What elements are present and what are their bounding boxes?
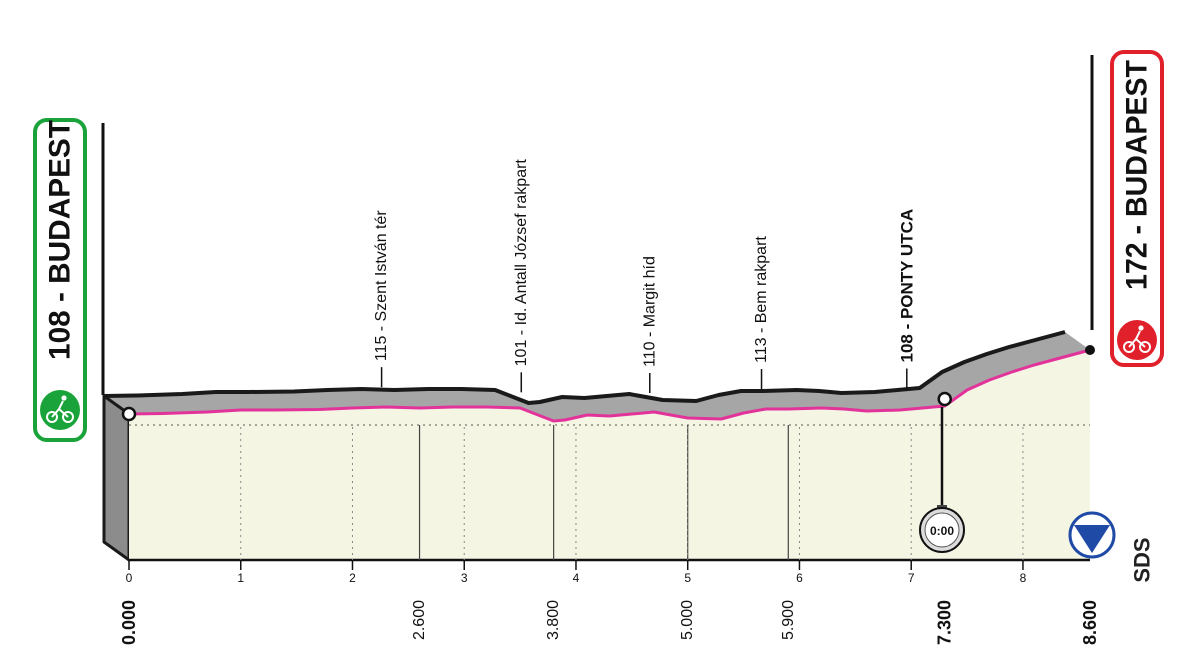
- annotations-layer: 115 - Szent István tér 101 - Id. Antall J…: [373, 159, 916, 393]
- cyclist-icon: [40, 390, 80, 430]
- x-tick-label: 5: [684, 571, 691, 585]
- terrain-layer: [102, 330, 1090, 562]
- finish-city-text: 172 - BUDAPEST: [1121, 60, 1154, 290]
- annotation-label: 113 - Bem rakpart: [753, 236, 770, 363]
- start-dot: [121, 406, 137, 422]
- start-city-text: 108 - BUDAPEST: [44, 120, 77, 360]
- timing-dot: [937, 391, 952, 407]
- axis-layer: 0 1 2 3 4 5 6 7 8 0.000 2.600 3.800 5.000 5.900 7.300 8…: [119, 560, 1100, 645]
- distance-marker-label: 0.000: [119, 600, 139, 645]
- terrain-wall: [102, 394, 131, 562]
- distance-marker-label: 7.300: [935, 600, 955, 645]
- x-tick-label: 4: [573, 571, 580, 585]
- annotation-label: 110 - Margit híd: [641, 256, 658, 367]
- x-tick-label: 2: [349, 571, 356, 585]
- finish-label: 172 - BUDAPEST: [1110, 50, 1164, 367]
- route-layer: [121, 345, 1095, 423]
- x-tick-label: 8: [1020, 571, 1027, 585]
- profile-area: [129, 350, 1090, 560]
- grid-layer: [129, 424, 1090, 560]
- terrain-edge: [103, 330, 1066, 405]
- stopwatch-icon: 0:00: [919, 407, 965, 553]
- x-tick-label: 3: [461, 571, 468, 585]
- distance-marker-label: 8.600: [1080, 600, 1100, 645]
- distance-marker-label: 2.600: [411, 600, 428, 640]
- distance-marker-label: 5.000: [679, 600, 696, 640]
- sds-logo: SDS: [1130, 537, 1155, 582]
- cyclist-icon: [1117, 320, 1157, 360]
- distance-marker-label: 5.900: [780, 600, 797, 640]
- terrain-shade: [104, 332, 1090, 421]
- x-tick-label: 0: [126, 571, 133, 585]
- x-tick-label: 1: [237, 571, 244, 585]
- finish-arrow-icon: [1068, 511, 1116, 559]
- stopwatch-time: 0:00: [930, 524, 954, 538]
- start-label: 108 - BUDAPEST: [33, 118, 87, 442]
- annotation-label: 115 - Szent István tér: [373, 210, 390, 362]
- annotation-label: 108 - PONTY UTCA: [897, 209, 916, 363]
- x-tick-label: 6: [796, 571, 803, 585]
- finish-dot: [1085, 345, 1095, 355]
- x-tick-label: 7: [908, 571, 915, 585]
- profile-area-layer: [129, 350, 1090, 562]
- annotation-label: 101 - Id. Antall József rakpart: [513, 159, 530, 367]
- distance-marker-label: 3.800: [545, 600, 562, 640]
